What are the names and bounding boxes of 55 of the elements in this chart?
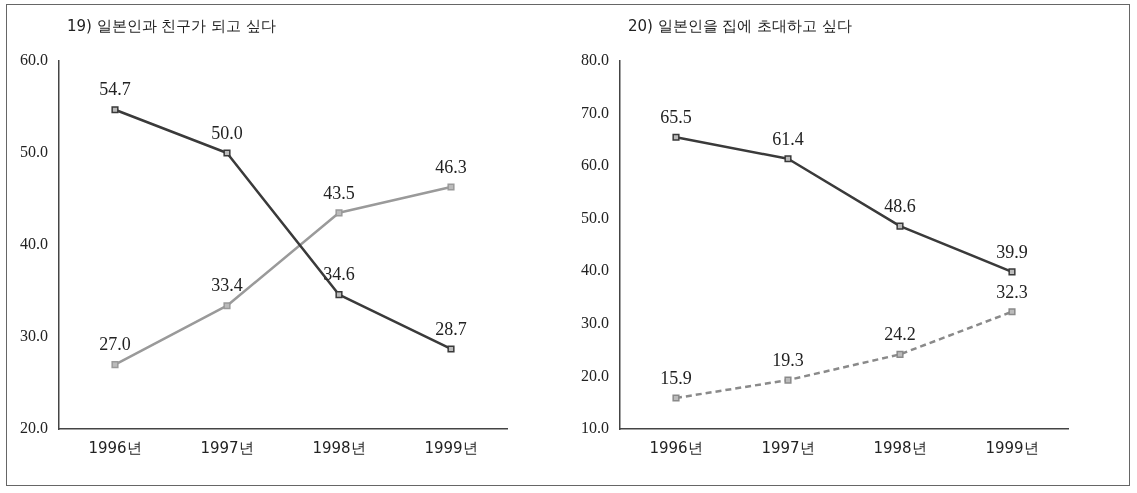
x-tick-label: 1999년 [985,438,1039,457]
point [223,302,231,310]
y-tick-label: 50.0 [581,208,609,226]
point [111,361,119,369]
data-label: 15.9 [660,367,692,388]
y-tick-label: 60.0 [20,51,48,69]
chart-title: 20) 일본인을 집에 초대하고 싶다 [628,17,853,36]
y-tick-label: 60.0 [581,156,609,174]
x-tick-label: 1999년 [424,438,478,457]
point [111,106,119,114]
data-label: 24.2 [884,324,916,345]
x-tick-label: 1997년 [200,438,254,457]
point [784,155,792,163]
point [672,394,680,402]
data-label: 50.0 [211,122,243,143]
y-tick-label: 70.0 [581,103,609,121]
point [447,345,455,353]
x-tick-label: 1997년 [761,438,815,457]
data-label: 19.3 [772,349,804,370]
point [335,209,343,217]
point [672,133,680,141]
point [784,376,792,384]
data-label: 43.5 [323,182,355,203]
point [1008,308,1016,316]
x-tick-label: 1998년 [312,438,366,457]
y-tick-label: 10.0 [581,419,609,437]
point [447,183,455,191]
x-tick-label: 1996년 [649,438,703,457]
point [335,291,343,299]
data-label: 39.9 [996,241,1028,262]
data-label: 32.3 [996,281,1028,302]
data-label: 46.3 [435,156,467,177]
x-tick-label: 1998년 [873,438,927,457]
y-tick-label: 80.0 [581,51,609,69]
y-tick-label: 20.0 [581,366,609,384]
y-tick-label: 30.0 [20,327,48,345]
data-label: 27.0 [99,334,131,355]
chart-title: 19) 일본인과 친구가 되고 싶다 [67,17,277,36]
y-tick-label: 20.0 [20,419,48,437]
y-tick-label: 40.0 [581,261,609,279]
data-label: 33.4 [211,275,243,296]
data-label: 34.6 [323,264,355,285]
point [223,149,231,157]
y-tick-label: 40.0 [20,235,48,253]
data-label: 54.7 [99,79,131,100]
data-label: 48.6 [884,195,916,216]
data-label: 61.4 [772,128,804,149]
point [1008,268,1016,276]
point [896,222,904,230]
data-label: 28.7 [435,318,467,339]
x-tick-label: 1996년 [88,438,142,457]
y-tick-label: 30.0 [581,314,609,332]
data-label: 65.5 [660,106,692,127]
point [896,350,904,358]
y-tick-label: 50.0 [20,143,48,161]
